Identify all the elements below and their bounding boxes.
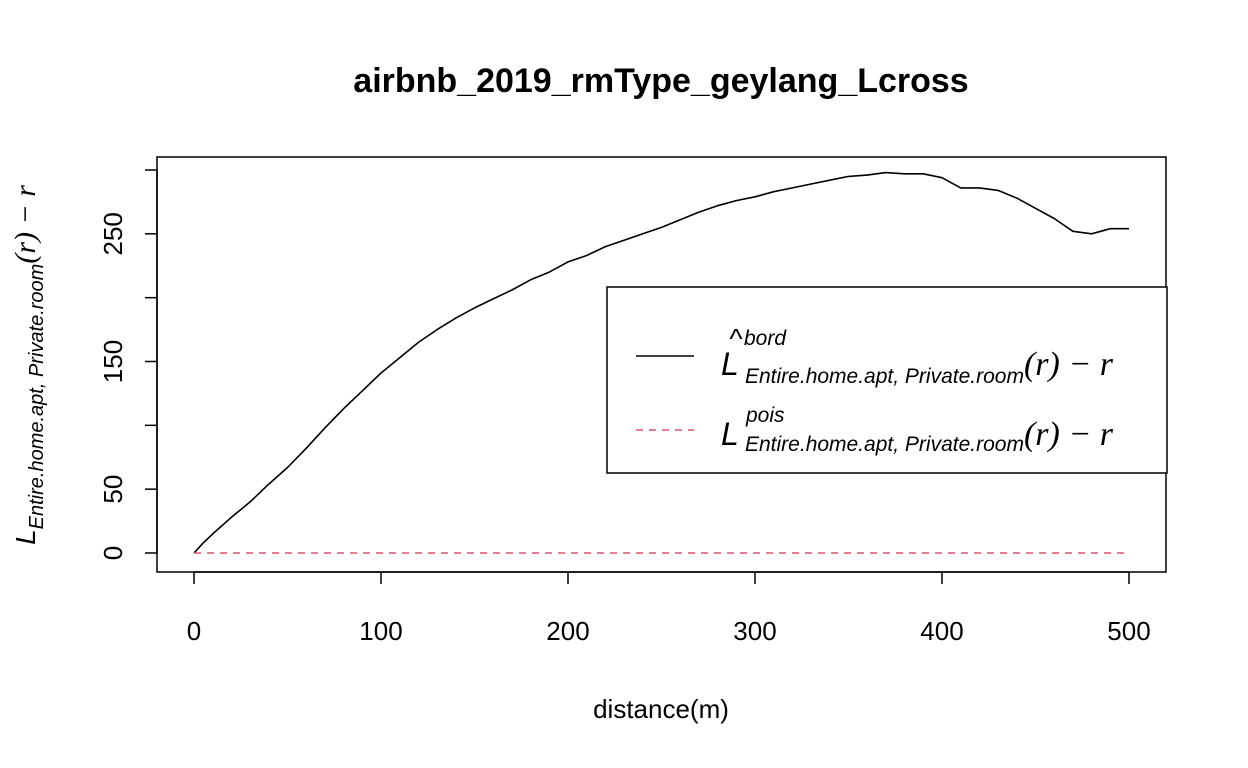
x-tick-label: 400 — [920, 616, 963, 646]
y-tick-label: 250 — [98, 212, 128, 255]
legend-pois-suffix: (r) − r — [1024, 416, 1114, 453]
legend-bord-hat: ^ — [729, 323, 743, 354]
legend-entry-bord: Lbord Entire.home.apt, Private.room(r) − … — [721, 327, 1114, 388]
x-tick-label: 0 — [187, 616, 201, 646]
legend-bord-subscript: Entire.home.apt, Private.room — [745, 365, 1024, 388]
legend: Lbord Entire.home.apt, Private.room(r) − … — [606, 286, 1168, 474]
y-axis-label: LEntire.home.apt, Private.room(r) − r — [9, 185, 48, 545]
legend-pois-base: L — [721, 416, 739, 452]
y-axis-label-suffix: (r) − r — [9, 185, 42, 264]
x-axis-label: distance(m) — [593, 694, 729, 724]
svg-text:LEntire.home.apt, Private.room: LEntire.home.apt, Private.room(r) − r — [9, 185, 48, 545]
legend-pois-subscript: Entire.home.apt, Private.room — [745, 433, 1024, 456]
legend-box — [606, 286, 1168, 474]
y-axis-label-base: L — [10, 529, 41, 545]
legend-entry-pois: Lpois Entire.home.apt, Private.room(r) − … — [721, 404, 1114, 456]
x-tick-label: 500 — [1107, 616, 1150, 646]
legend-bord-superscript: bord — [744, 327, 787, 350]
legend-pois-superscript: pois — [745, 404, 785, 427]
chart-title: airbnb_2019_rmType_geylang_Lcross — [353, 62, 968, 100]
y-tick-label: 50 — [98, 475, 128, 504]
y-axis: 0 50 150 250 — [98, 169, 158, 560]
x-axis: 0 100 200 300 400 500 — [187, 571, 1151, 646]
series-line-bord — [193, 171, 1129, 554]
y-tick-label: 0 — [98, 546, 128, 560]
legend-bord-suffix: (r) − r — [1024, 346, 1114, 383]
legend-bord-base: L — [721, 346, 739, 382]
x-tick-label: 100 — [359, 616, 402, 646]
x-tick-label: 300 — [733, 616, 776, 646]
x-tick-label: 200 — [546, 616, 589, 646]
y-axis-label-subscript: Entire.home.apt, Private.room — [26, 264, 48, 530]
y-tick-label: 150 — [98, 340, 128, 383]
series-layer — [193, 171, 1129, 554]
